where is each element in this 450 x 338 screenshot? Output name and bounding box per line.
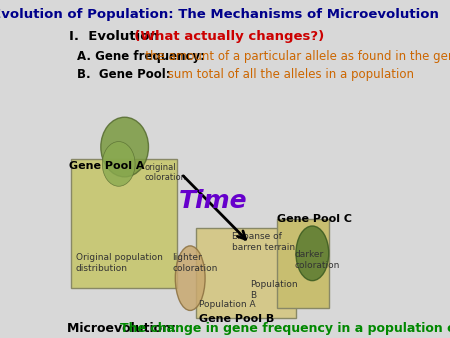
Text: Population A: Population A xyxy=(199,300,256,309)
Text: The change in gene frequency in a population over time: The change in gene frequency in a popula… xyxy=(120,322,450,335)
Text: The Evolution of Population: The Mechanisms of Microevolution: The Evolution of Population: The Mechani… xyxy=(0,8,439,21)
Text: A. Gene frequency:: A. Gene frequency: xyxy=(77,50,205,63)
Text: original
coloration: original coloration xyxy=(144,163,186,182)
Text: Expanse of
barren terrain: Expanse of barren terrain xyxy=(232,233,295,252)
Ellipse shape xyxy=(102,142,135,186)
Text: Time: Time xyxy=(179,189,247,213)
Text: the amount of a particular allele as found in the gene pool: the amount of a particular allele as fou… xyxy=(134,50,450,63)
Ellipse shape xyxy=(176,246,205,310)
Text: Population
B: Population B xyxy=(250,280,297,299)
Bar xyxy=(277,219,329,308)
Ellipse shape xyxy=(101,117,148,177)
Bar xyxy=(71,159,177,288)
Text: sum total of all the alleles in a population: sum total of all the alleles in a popula… xyxy=(134,68,414,80)
Bar xyxy=(196,228,296,318)
Text: darker
coloration: darker coloration xyxy=(294,250,340,270)
Text: Gene Pool C: Gene Pool C xyxy=(277,214,351,224)
Text: (What actually changes?): (What actually changes?) xyxy=(125,30,324,43)
Text: Original population
distribution: Original population distribution xyxy=(76,253,162,273)
Text: I.  Evolution: I. Evolution xyxy=(69,30,158,43)
Text: lighter
coloration: lighter coloration xyxy=(172,253,218,273)
Ellipse shape xyxy=(296,226,329,281)
Text: Gene Pool A: Gene Pool A xyxy=(69,161,144,171)
FancyArrowPatch shape xyxy=(183,176,246,239)
Text: Gene Pool B: Gene Pool B xyxy=(199,314,274,324)
Text: B.  Gene Pool:: B. Gene Pool: xyxy=(77,68,171,80)
Text: Microevolution:: Microevolution: xyxy=(68,322,185,335)
